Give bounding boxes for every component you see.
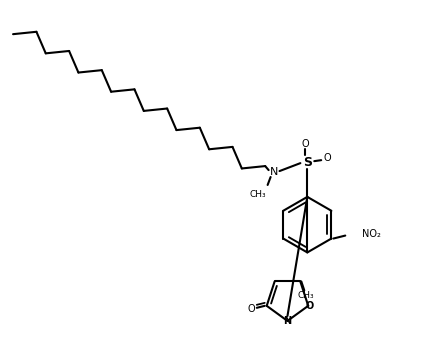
Text: O: O <box>301 139 308 149</box>
Text: NO₂: NO₂ <box>361 229 380 239</box>
Text: O: O <box>304 301 313 311</box>
Text: O: O <box>247 304 254 314</box>
Text: S: S <box>302 156 311 169</box>
Text: CH₃: CH₃ <box>249 190 265 199</box>
Text: N: N <box>283 316 291 326</box>
Text: O: O <box>323 153 330 163</box>
Text: N: N <box>269 167 277 177</box>
Text: CH₃: CH₃ <box>297 291 314 300</box>
